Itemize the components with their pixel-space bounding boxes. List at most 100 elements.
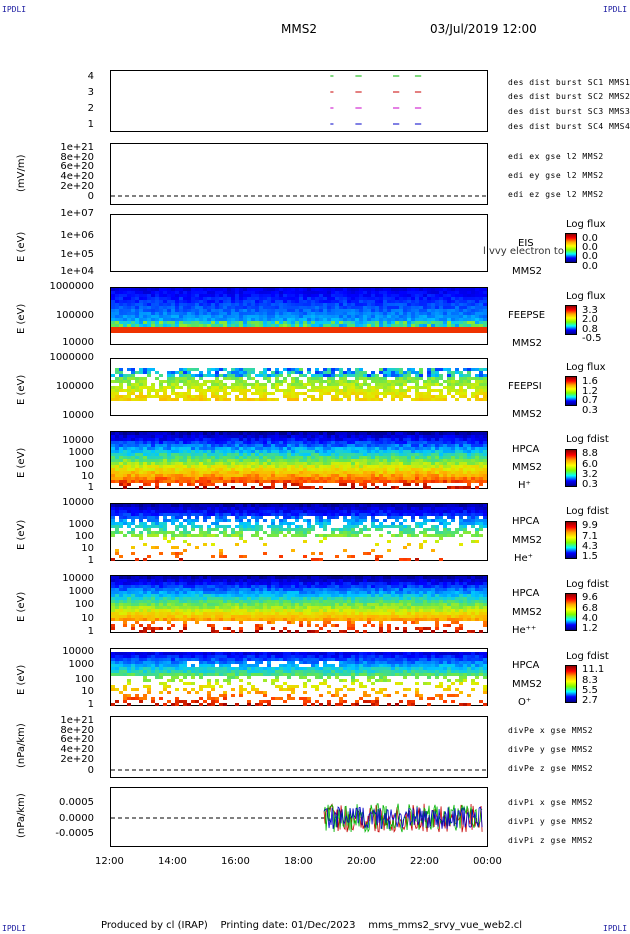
hpca-h-cell — [239, 447, 243, 450]
feepse-cell — [119, 291, 123, 294]
feepsi-cell — [183, 383, 187, 386]
feepsi-cell — [447, 377, 451, 380]
hpca-he-cell — [203, 507, 207, 510]
feepse-cell — [195, 321, 199, 324]
hpca-h-cell — [411, 480, 415, 483]
hpca-h-cell — [283, 480, 287, 483]
hpca-h-cell — [235, 471, 239, 474]
feepse-cell — [459, 315, 463, 318]
feepse-cell — [427, 321, 431, 324]
feepsi-cell — [479, 374, 483, 377]
hpca-he-cell — [203, 516, 207, 519]
hpca-h-cell — [371, 462, 375, 465]
feepse-cell — [167, 330, 171, 333]
feepse-cell — [439, 324, 443, 327]
feepse-cell — [279, 330, 283, 333]
hpca-he-cell — [175, 513, 179, 516]
hpca-he-cell — [303, 513, 307, 516]
feepse-cell — [199, 297, 203, 300]
feepsi-cell — [199, 383, 203, 386]
hpca-h-cell — [359, 471, 363, 474]
feepse-cell — [155, 321, 159, 324]
feepse-cell — [375, 327, 379, 330]
hpca-h-cell — [171, 474, 175, 477]
hpca-he-cell — [147, 513, 151, 516]
feepse-cell — [351, 309, 355, 312]
feepse-cell — [247, 315, 251, 318]
feepse-cell — [419, 288, 423, 291]
feepse-cell — [419, 309, 423, 312]
feepse-cell — [327, 321, 331, 324]
feepse-cell — [399, 297, 403, 300]
feepse-cell — [251, 318, 255, 321]
hpca-h-cell — [355, 447, 359, 450]
feepse-cell — [443, 324, 447, 327]
hpca-he-cell — [267, 525, 271, 528]
hpca-h-cell — [183, 480, 187, 483]
hpca-he-cell — [143, 543, 147, 546]
feepse-cell — [219, 315, 223, 318]
hpca-h-cell — [451, 480, 455, 483]
hpca-he-cell — [231, 510, 235, 513]
hpca-h-cell — [243, 462, 247, 465]
hpca-he-cell — [147, 531, 151, 534]
hpca-he-cell — [187, 516, 191, 519]
feepse-cell — [123, 288, 127, 291]
hpca-hepp-cell — [159, 588, 163, 591]
feepse-cell — [459, 327, 463, 330]
hpca-he-cell — [403, 531, 407, 534]
feepsi-cell — [335, 374, 339, 377]
feepsi-cell — [415, 395, 419, 398]
hpca-h-cell — [363, 486, 367, 489]
hpca-h-cell — [175, 432, 179, 435]
feepse-cell — [447, 288, 451, 291]
hpca-hepp-cell — [111, 612, 115, 615]
feepsi-cell — [347, 398, 351, 401]
hpca-h-cell — [339, 453, 343, 456]
hpca-h-cell — [223, 459, 227, 462]
hpca-h-cell — [179, 435, 183, 438]
hpca-he-cell — [475, 516, 479, 519]
feepse-cell — [251, 324, 255, 327]
hpca-he-cell — [303, 504, 307, 507]
feepse-cell — [183, 297, 187, 300]
hpca-he-cell — [123, 513, 127, 516]
hpca-h-cell — [223, 435, 227, 438]
hpca-h-cell — [239, 471, 243, 474]
hpca-h-cell — [243, 432, 247, 435]
hpca-h-cell — [231, 450, 235, 453]
feepse-cell — [247, 288, 251, 291]
feepse-cell — [403, 312, 407, 315]
hpca-h-cell — [151, 447, 155, 450]
hpca-h-cell — [307, 447, 311, 450]
hpca-h-cell — [271, 444, 275, 447]
feepse-cell — [231, 288, 235, 291]
hpca-h-cell — [283, 459, 287, 462]
hpca-h-cell — [343, 471, 347, 474]
feepse-cell — [171, 324, 175, 327]
feepse-cell — [471, 315, 475, 318]
hpca-h-cell — [407, 447, 411, 450]
feepsi-cell — [187, 380, 191, 383]
hpca-h-cell — [231, 453, 235, 456]
hpca-h-cell — [207, 450, 211, 453]
feepse-cell — [395, 321, 399, 324]
feepse-cell — [167, 291, 171, 294]
hpca-h-cell — [175, 462, 179, 465]
hpca-h-cell — [471, 474, 475, 477]
feepsi-cell — [115, 377, 119, 380]
feepsi-cell — [239, 368, 243, 371]
hpca-h-cell — [463, 438, 467, 441]
feepse-cell — [115, 318, 119, 321]
hpca-he-cell — [291, 522, 295, 525]
hpca-he-cell — [295, 504, 299, 507]
hpca-h-cell — [331, 453, 335, 456]
hpca-hepp-cell — [155, 576, 159, 579]
hpca-hepp-cell — [155, 591, 159, 594]
feepse-cell — [135, 309, 139, 312]
feepse-cell — [183, 312, 187, 315]
hpca-he-cell — [267, 513, 271, 516]
feepsi-cell — [463, 392, 467, 395]
feepse-cell — [343, 309, 347, 312]
feepsi-cell — [223, 389, 227, 392]
